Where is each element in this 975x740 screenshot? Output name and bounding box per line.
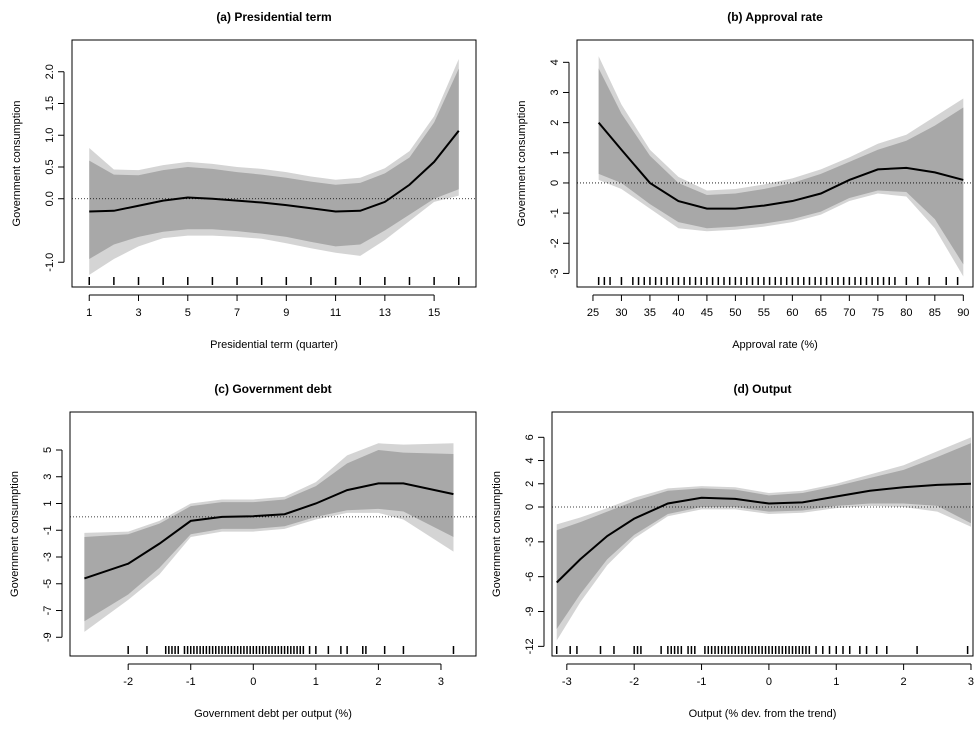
x-axis-label: Government debt per output (%) xyxy=(194,708,352,720)
chart-title: (a) Presidential term xyxy=(216,10,331,24)
x-tick-label: 1 xyxy=(86,307,92,319)
y-tick-label: -3 xyxy=(42,552,54,562)
x-tick-label: 75 xyxy=(872,307,884,319)
x-tick-label: 40 xyxy=(672,307,684,319)
fit-line xyxy=(597,121,964,210)
inner-band xyxy=(89,68,459,260)
y-axis-label: Government consumption xyxy=(491,471,503,597)
y-tick-label: -1 xyxy=(42,525,54,535)
x-tick-label: 30 xyxy=(615,307,627,319)
y-tick-label: 6 xyxy=(524,434,536,440)
panel: -2 -1 0 1 2 3 -9 -7 -5 -3 -1 1 3 5 (c) Government debt… xyxy=(9,382,477,720)
x-tick-label: -1 xyxy=(186,676,196,688)
chart-title: (b) Approval rate xyxy=(727,10,823,24)
y-tick-label: 0.5 xyxy=(44,159,56,174)
x-tick-label: 60 xyxy=(786,307,798,319)
x-tick-label: 13 xyxy=(379,307,391,319)
y-tick-label: -12 xyxy=(524,638,536,654)
y-tick-label: -7 xyxy=(42,606,54,616)
x-tick-label: 2 xyxy=(375,676,381,688)
x-axis-label: Approval rate (%) xyxy=(732,339,818,351)
x-tick-label: 3 xyxy=(438,676,444,688)
fit-line xyxy=(89,130,460,213)
y-tick-label: 4 xyxy=(549,59,561,65)
x-tick-label: 15 xyxy=(428,307,440,319)
x-tick-label: 9 xyxy=(283,307,289,319)
x-tick-label: 11 xyxy=(330,307,341,319)
panel: 25 30 35 40 45 50 55 60 65 70 75 80 85 90 -3 -2 -1 0 1 2 3 4 (… xyxy=(516,10,974,351)
plot-area xyxy=(72,59,476,285)
plot-area xyxy=(552,437,973,654)
x-tick-label: 85 xyxy=(929,307,941,319)
y-tick-label: 5 xyxy=(42,447,54,453)
x-tick-label: -2 xyxy=(629,676,639,688)
y-tick-label: 3 xyxy=(42,474,54,480)
x-tick-label: 70 xyxy=(843,307,855,319)
y-tick-label: -3 xyxy=(524,537,536,547)
chart-title: (c) Government debt xyxy=(214,382,331,396)
plot-border xyxy=(69,411,477,657)
x-axis-label: Output (% dev. from the trend) xyxy=(689,708,837,720)
fit-line xyxy=(84,482,454,580)
y-tick-label: 3 xyxy=(549,89,561,95)
inner-band xyxy=(556,443,971,629)
y-tick-label: 1 xyxy=(549,150,561,156)
plot-border xyxy=(71,39,477,288)
y-tick-label: -9 xyxy=(42,632,54,642)
x-tick-label: 3 xyxy=(968,676,974,688)
y-tick-label: 0 xyxy=(524,504,536,510)
panel: -3 -2 -1 0 1 2 3 -12 -9 -6 -3 0 2 4 6 (d) Output Output … xyxy=(491,382,974,720)
y-tick-label: 1 xyxy=(42,500,54,506)
y-axis-label: Government consumption xyxy=(11,101,23,227)
plot-area xyxy=(577,56,973,285)
x-tick-label: 35 xyxy=(644,307,656,319)
y-tick-label: 0.0 xyxy=(44,191,56,206)
x-tick-label: -1 xyxy=(697,676,707,688)
y-tick-label: 1.5 xyxy=(44,96,56,111)
x-tick-label: -3 xyxy=(562,676,572,688)
x-tick-label: 1 xyxy=(833,676,839,688)
y-tick-label: 4 xyxy=(524,457,536,463)
x-tick-label: 55 xyxy=(758,307,770,319)
chart-title: (d) Output xyxy=(734,382,792,396)
plot-border xyxy=(551,411,974,657)
y-axis-label: Government consumption xyxy=(516,101,528,227)
inner-band xyxy=(84,449,454,622)
plot-border xyxy=(576,39,974,288)
x-tick-label: 0 xyxy=(250,676,256,688)
x-tick-label: 0 xyxy=(766,676,772,688)
x-tick-label: 1 xyxy=(313,676,319,688)
y-axis-label: Government consumption xyxy=(9,471,21,597)
y-tick-label: -3 xyxy=(549,269,561,279)
y-tick-label: 2.0 xyxy=(44,64,56,79)
x-tick-label: 80 xyxy=(900,307,912,319)
y-tick-label: 1.0 xyxy=(44,128,56,143)
y-tick-label: -5 xyxy=(42,579,54,589)
y-tick-label: -6 xyxy=(524,572,536,582)
y-tick-label: 2 xyxy=(549,120,561,126)
x-axis-label: Presidential term (quarter) xyxy=(210,339,338,351)
y-tick-label: -9 xyxy=(524,607,536,617)
y-tick-label: -1 xyxy=(549,208,561,218)
x-tick-label: -2 xyxy=(123,676,133,688)
fit-line xyxy=(556,482,972,584)
y-tick-label: 0 xyxy=(549,180,561,186)
x-tick-label: 3 xyxy=(135,307,141,319)
x-tick-label: 65 xyxy=(815,307,827,319)
x-tick-label: 5 xyxy=(185,307,191,319)
x-tick-label: 2 xyxy=(901,676,907,688)
x-tick-label: 90 xyxy=(957,307,969,319)
x-tick-label: 45 xyxy=(701,307,713,319)
plot-area xyxy=(70,443,476,654)
inner-band xyxy=(598,68,964,265)
panel: 1 3 5 7 9 11 13 15-1.00.00.51.01.52.0(a) Presid… xyxy=(11,10,477,351)
x-tick-label: 50 xyxy=(729,307,741,319)
y-tick-label: -2 xyxy=(549,238,561,248)
y-tick-label: -1.0 xyxy=(44,253,56,272)
x-tick-label: 7 xyxy=(234,307,240,319)
x-tick-label: 25 xyxy=(587,307,599,319)
y-tick-label: 2 xyxy=(524,481,536,487)
